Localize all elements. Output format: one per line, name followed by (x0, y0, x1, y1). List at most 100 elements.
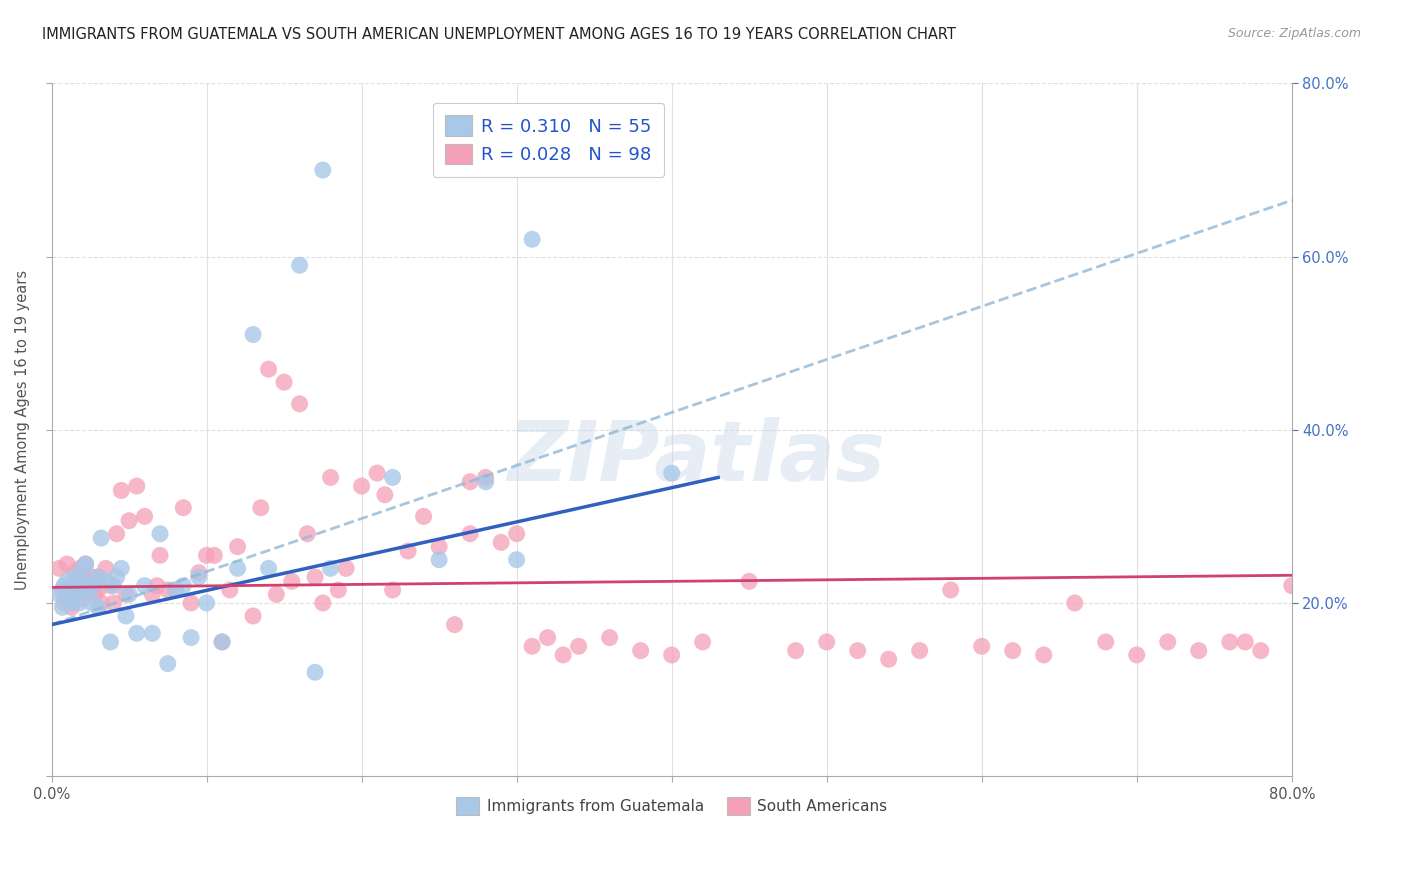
Legend: Immigrants from Guatemala, South Americans: Immigrants from Guatemala, South America… (447, 788, 897, 824)
Point (63, 582, 86, 597)
Point (149, 526, 172, 541)
Point (211, 635, 233, 649)
Point (226, 540, 249, 554)
Point (75, 557, 97, 571)
Point (304, 570, 326, 584)
Point (304, 665, 326, 680)
Point (1281, 579, 1303, 593)
Point (77, 579, 100, 593)
Point (505, 526, 527, 541)
Point (180, 631, 202, 645)
Point (63, 587, 86, 601)
Point (84, 574, 107, 589)
Point (412, 509, 434, 524)
Point (458, 475, 481, 489)
Point (172, 579, 194, 593)
Point (266, 587, 288, 601)
Point (257, 561, 280, 575)
Point (335, 561, 357, 575)
Point (115, 587, 138, 601)
Point (218, 582, 240, 597)
Point (250, 500, 273, 515)
Point (785, 643, 807, 657)
Point (443, 617, 465, 632)
Point (52, 596, 75, 610)
Point (1094, 635, 1116, 649)
Point (56, 582, 79, 597)
Point (1250, 643, 1272, 657)
Point (56, 574, 79, 589)
Point (87, 582, 110, 597)
Point (63, 570, 86, 584)
Point (87, 570, 110, 584)
Point (94, 561, 117, 575)
Point (1001, 643, 1024, 657)
Point (288, 397, 311, 411)
Point (56, 557, 79, 571)
Point (553, 648, 575, 662)
Point (118, 514, 141, 528)
Point (970, 640, 993, 654)
Point (427, 540, 450, 554)
Point (505, 552, 527, 566)
Point (568, 640, 591, 654)
Point (165, 582, 187, 597)
Point (51, 582, 73, 597)
Point (105, 570, 128, 584)
Point (94, 574, 117, 589)
Point (80, 596, 103, 610)
Point (1032, 648, 1054, 662)
Point (125, 626, 148, 640)
Point (381, 582, 404, 597)
Point (281, 574, 304, 589)
Point (79, 582, 101, 597)
Point (134, 579, 156, 593)
Point (180, 596, 202, 610)
Point (328, 582, 350, 597)
Point (939, 582, 962, 597)
Point (84, 587, 107, 601)
Point (312, 163, 335, 178)
Point (474, 475, 496, 489)
Point (195, 596, 218, 610)
Point (520, 232, 543, 246)
Point (536, 631, 558, 645)
Point (115, 609, 138, 624)
Point (59, 579, 82, 593)
Point (75, 579, 97, 593)
Point (110, 483, 132, 498)
Point (67, 561, 90, 575)
Point (1125, 648, 1147, 662)
Point (110, 561, 132, 575)
Point (1188, 643, 1211, 657)
Point (75, 557, 97, 571)
Point (67, 574, 90, 589)
Point (105, 526, 128, 541)
Point (242, 327, 264, 342)
Y-axis label: Unemployment Among Ages 16 to 19 years: Unemployment Among Ages 16 to 19 years (15, 269, 30, 590)
Point (661, 648, 683, 662)
Point (134, 509, 156, 524)
Point (599, 631, 621, 645)
Point (65, 574, 87, 589)
Point (1219, 635, 1241, 649)
Point (520, 640, 543, 654)
Point (72, 561, 94, 575)
Point (72, 591, 94, 606)
Point (60, 600, 83, 615)
Point (79, 582, 101, 597)
Point (427, 552, 450, 566)
Point (630, 643, 652, 657)
Point (202, 549, 225, 563)
Point (141, 587, 163, 601)
Point (56, 591, 79, 606)
Point (48, 587, 70, 601)
Text: Source: ZipAtlas.com: Source: ZipAtlas.com (1227, 27, 1361, 40)
Point (374, 488, 396, 502)
Point (297, 526, 319, 541)
Point (165, 582, 187, 597)
Point (366, 466, 388, 480)
Point (187, 566, 209, 580)
Point (211, 635, 233, 649)
Point (72, 570, 94, 584)
